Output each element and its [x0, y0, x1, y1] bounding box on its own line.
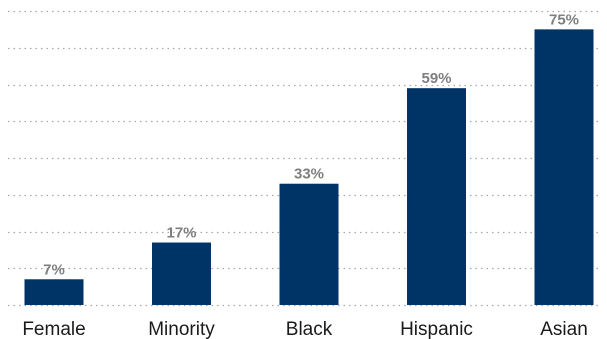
- x-tick-label-black: Black: [286, 319, 333, 339]
- value-label-black: 33%: [294, 166, 324, 183]
- value-labels: 7% 17% 33% 59% 75%: [43, 11, 579, 278]
- value-label-minority: 17%: [166, 225, 196, 242]
- value-label-hispanic: 59%: [421, 70, 451, 87]
- x-tick-label-female: Female: [22, 319, 85, 339]
- x-tick-label-minority: Minority: [148, 319, 215, 339]
- bar-minority: [152, 242, 211, 305]
- bar-asian: [534, 29, 594, 305]
- x-axis-labels: Female Minority Black Hispanic Asian: [22, 319, 587, 339]
- x-tick-label-asian: Asian: [540, 319, 588, 339]
- bar-female: [24, 279, 84, 305]
- x-tick-label-hispanic: Hispanic: [400, 319, 473, 339]
- bar-black: [279, 183, 339, 305]
- bar-hispanic: [407, 88, 466, 305]
- bars: [24, 29, 594, 305]
- value-label-female: 7%: [43, 261, 65, 278]
- value-label-asian: 75%: [549, 11, 579, 28]
